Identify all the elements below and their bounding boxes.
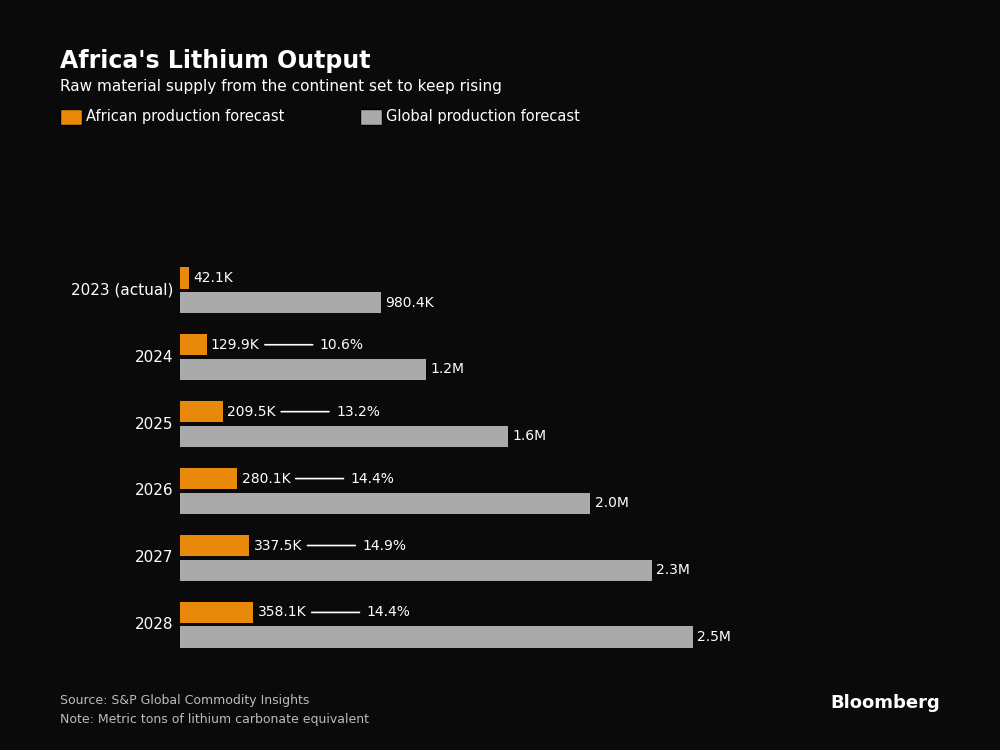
Bar	[180, 292, 381, 314]
Bar	[180, 334, 207, 356]
Text: Bloomberg: Bloomberg	[830, 694, 940, 712]
Text: 2025: 2025	[135, 416, 174, 431]
Text: 2027: 2027	[135, 550, 174, 566]
Text: Raw material supply from the continent set to keep rising: Raw material supply from the continent s…	[60, 79, 502, 94]
Text: 280.1K: 280.1K	[242, 472, 290, 485]
Text: 2026: 2026	[135, 484, 174, 499]
Bar	[180, 560, 652, 581]
Bar	[180, 626, 693, 648]
Text: 337.5K: 337.5K	[253, 538, 302, 553]
Text: 2.5M: 2.5M	[697, 630, 731, 644]
Text: Global production forecast: Global production forecast	[386, 109, 580, 124]
Text: 1.2M: 1.2M	[430, 362, 464, 376]
Bar	[180, 358, 426, 380]
Text: Source: S&P Global Commodity Insights: Source: S&P Global Commodity Insights	[60, 694, 309, 706]
Bar	[180, 267, 189, 289]
Text: 2.0M: 2.0M	[595, 496, 628, 510]
Bar	[180, 468, 237, 489]
Bar	[180, 493, 590, 514]
Text: Africa's Lithium Output: Africa's Lithium Output	[60, 49, 370, 73]
Text: 42.1K: 42.1K	[193, 271, 233, 285]
Text: 10.6%: 10.6%	[320, 338, 364, 352]
Bar	[180, 602, 253, 623]
Text: African production forecast: African production forecast	[86, 109, 284, 124]
Text: 14.9%: 14.9%	[362, 538, 406, 553]
Text: 14.4%: 14.4%	[351, 472, 394, 485]
Bar	[180, 426, 508, 447]
Text: 209.5K: 209.5K	[227, 405, 276, 418]
Text: 1.6M: 1.6M	[512, 430, 547, 443]
Text: 2024: 2024	[135, 350, 174, 364]
Text: 2.3M: 2.3M	[656, 563, 690, 578]
Bar	[180, 535, 249, 556]
Text: Note: Metric tons of lithium carbonate equivalent: Note: Metric tons of lithium carbonate e…	[60, 712, 369, 725]
Text: 129.9K: 129.9K	[211, 338, 260, 352]
Text: 2023 (actual): 2023 (actual)	[71, 283, 174, 298]
Text: 14.4%: 14.4%	[367, 605, 410, 619]
Text: 980.4K: 980.4K	[385, 296, 434, 310]
Text: 358.1K: 358.1K	[258, 605, 306, 619]
Text: 13.2%: 13.2%	[336, 405, 380, 418]
Text: 2028: 2028	[135, 617, 174, 632]
Bar	[180, 401, 223, 422]
